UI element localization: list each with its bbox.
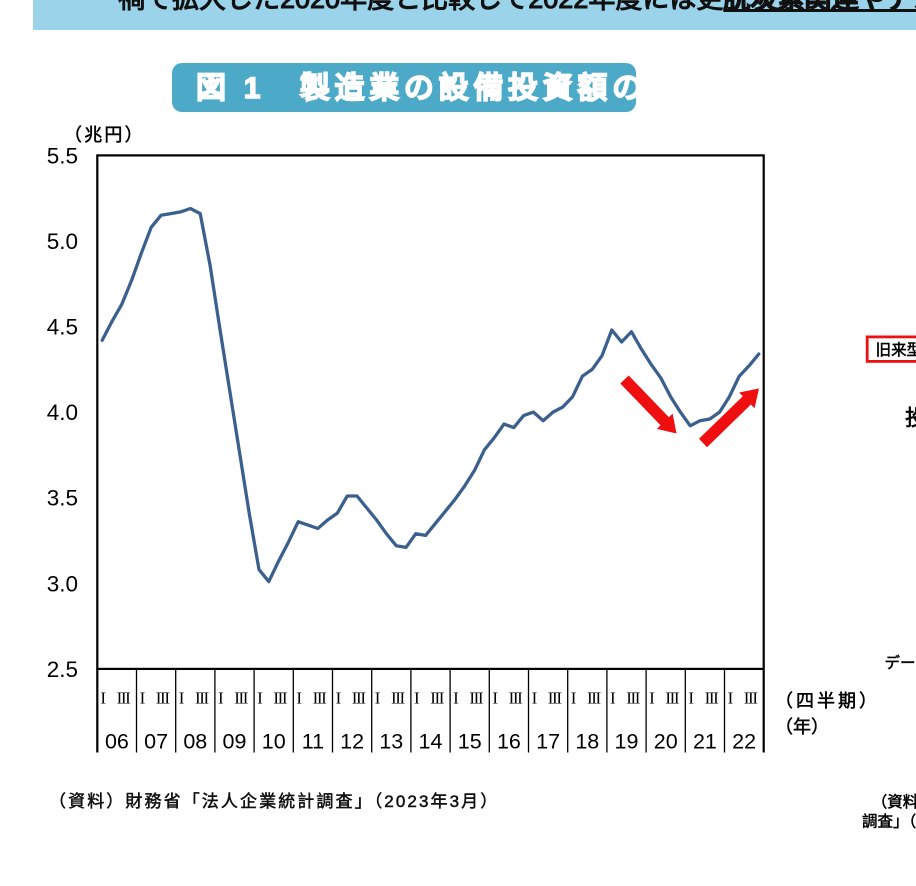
svg-text:（四半期）: （四半期） [775,691,880,711]
svg-text:I: I [375,689,381,708]
svg-text:15: 15 [458,730,482,754]
svg-text:3.5: 3.5 [47,486,78,511]
svg-text:III: III [548,689,563,708]
svg-text:III: III [626,689,641,708]
svg-text:17: 17 [536,730,560,754]
svg-text:III: III [430,689,445,708]
svg-text:I: I [100,689,106,708]
svg-text:12: 12 [340,730,364,754]
svg-text:（資料）総: （資料）総 [872,793,916,811]
svg-text:旧来型: 旧来型 [876,341,916,359]
svg-text:5.0: 5.0 [47,229,78,254]
svg-text:III: III [156,689,171,708]
svg-text:13: 13 [379,730,403,754]
svg-text:データ: データ [885,653,916,672]
svg-text:I: I [688,689,694,708]
svg-text:06: 06 [105,730,129,754]
svg-text:18: 18 [575,730,599,754]
svg-text:I: I [610,689,616,708]
svg-text:I: I [140,689,146,708]
svg-text:5.5: 5.5 [47,143,78,168]
svg-text:11: 11 [302,730,324,754]
svg-text:III: III [665,689,680,708]
svg-text:08: 08 [183,730,207,754]
svg-text:III: III [509,689,524,708]
svg-text:III: III [469,689,484,708]
svg-text:19: 19 [615,730,639,754]
svg-text:I: I [728,689,734,708]
svg-text:III: III [352,689,367,708]
svg-text:I: I [218,689,224,708]
svg-text:07: 07 [144,730,168,754]
svg-text:I: I [453,689,459,708]
svg-text:I: I [257,689,263,708]
svg-text:I: I [532,689,538,708]
svg-text:22: 22 [732,730,756,754]
svg-text:4.0: 4.0 [47,400,78,425]
svg-text:III: III [117,689,132,708]
svg-text:（年）: （年） [775,717,829,737]
svg-text:I: I [179,689,185,708]
svg-text:3.0: 3.0 [47,571,78,596]
svg-text:16: 16 [497,730,521,754]
svg-text:調査」（2: 調査」（2 [862,813,916,831]
svg-text:2.5: 2.5 [47,657,78,682]
svg-text:III: III [234,689,249,708]
svg-text:I: I [336,689,342,708]
svg-text:III: III [705,689,720,708]
svg-text:III: III [195,689,210,708]
svg-text:09: 09 [223,730,247,754]
svg-text:投: 投 [905,406,916,431]
svg-text:20: 20 [654,730,678,754]
svg-text:4.5: 4.5 [47,315,78,340]
svg-text:21: 21 [693,730,717,754]
svg-text:III: III [587,689,602,708]
svg-text:III: III [391,689,406,708]
svg-text:III: III [273,689,288,708]
svg-text:I: I [649,689,655,708]
svg-text:III: III [744,689,759,708]
svg-text:I: I [492,689,498,708]
svg-text:I: I [571,689,577,708]
svg-text:I: I [296,689,302,708]
svg-text:I: I [414,689,420,708]
svg-text:III: III [313,689,328,708]
svg-text:10: 10 [262,730,286,754]
svg-text:14: 14 [419,730,443,754]
